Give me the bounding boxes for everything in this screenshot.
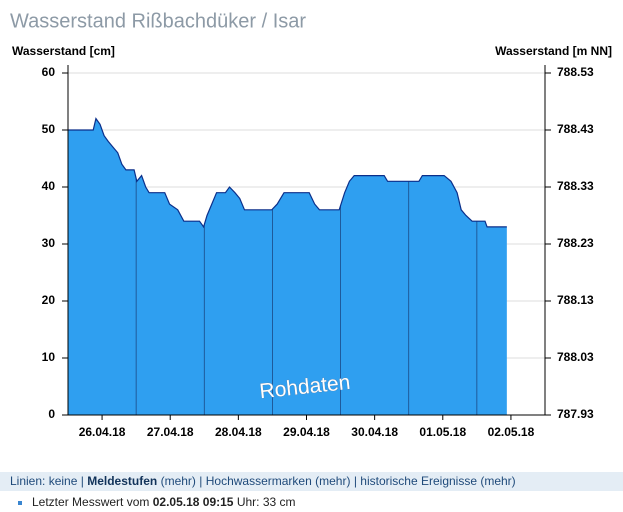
lines-bar: Linien: keine | Meldestufen (mehr) | Hoc… bbox=[0, 472, 623, 491]
y-tick-label: 10 bbox=[42, 350, 56, 364]
chart: Wasserstand Rißbachdüker / Isar Wasserst… bbox=[10, 10, 612, 439]
y2-tick-label: 788.43 bbox=[557, 122, 594, 136]
y-tick-label: 60 bbox=[42, 65, 56, 79]
y-axis-title: Wasserstand [cm] bbox=[12, 44, 115, 58]
y2-axis-title: Wasserstand [m NN] bbox=[495, 44, 612, 58]
label: Linien: bbox=[10, 474, 46, 488]
bullet bbox=[18, 500, 22, 505]
value: 33 cm bbox=[262, 495, 296, 509]
x-tick-label: 29.04.18 bbox=[283, 425, 330, 439]
chart-title: Wasserstand Rißbachdüker / Isar bbox=[10, 10, 306, 32]
x-tick-label: 30.04.18 bbox=[351, 425, 398, 439]
link[interactable]: Hochwassermarken bbox=[205, 474, 312, 488]
y2-tick-label: 788.23 bbox=[557, 236, 594, 250]
last-measurement: Letzter Messwert vom 02.05.18 09:15 Uhr:… bbox=[18, 494, 296, 510]
area bbox=[68, 118, 507, 415]
text: Uhr: bbox=[236, 495, 260, 509]
line bbox=[68, 117, 507, 229]
x-tick-label: 28.04.18 bbox=[215, 425, 262, 439]
separator: | bbox=[353, 474, 357, 488]
link[interactable]: keine bbox=[48, 474, 78, 488]
y-tick-label: 30 bbox=[42, 236, 56, 250]
x-tick-label: 27.04.18 bbox=[147, 425, 194, 439]
link[interactable]: (mehr) bbox=[315, 474, 351, 488]
link[interactable]: historische Ereignisse bbox=[360, 474, 477, 488]
y2-tick-label: 788.33 bbox=[557, 179, 594, 193]
link[interactable]: (mehr) bbox=[480, 474, 516, 488]
y2-tick-label: 788.53 bbox=[557, 65, 594, 79]
link[interactable]: (mehr) bbox=[160, 474, 196, 488]
text: Letzter Messwert vom bbox=[32, 495, 150, 509]
y2-tick-label: 788.03 bbox=[557, 350, 594, 364]
x-tick-label: 02.05.18 bbox=[488, 425, 535, 439]
separator: | bbox=[80, 474, 84, 488]
time: 02.05.18 09:15 bbox=[152, 495, 234, 509]
x-tick-label: 26.04.18 bbox=[79, 425, 126, 439]
y-tick-label: 20 bbox=[42, 293, 56, 307]
link[interactable]: Meldestufen bbox=[87, 474, 158, 488]
y-tick-label: 50 bbox=[42, 122, 56, 136]
separator: | bbox=[199, 474, 203, 488]
y-tick-label: 0 bbox=[48, 407, 55, 421]
y2-tick-label: 788.13 bbox=[557, 293, 594, 307]
y2-tick-label: 787.93 bbox=[557, 407, 594, 421]
x-tick-label: 01.05.18 bbox=[419, 425, 466, 439]
y-tick-label: 40 bbox=[42, 179, 56, 193]
